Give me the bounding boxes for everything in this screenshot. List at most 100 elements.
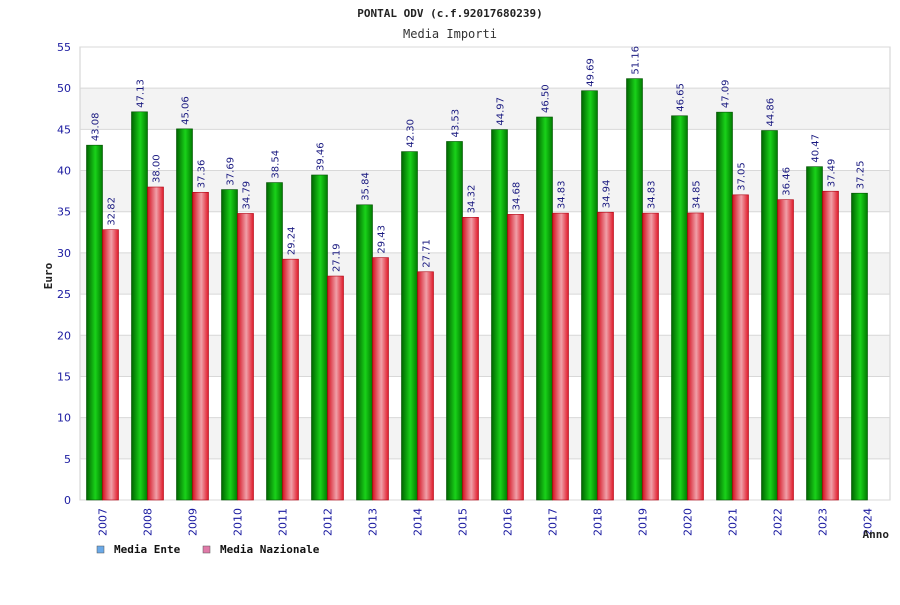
legend-swatch-media-nazionale [202, 545, 211, 554]
y-tick-label: 45 [57, 123, 71, 136]
x-tick-label: 2010 [232, 508, 245, 536]
bar-media-ente [626, 78, 643, 501]
data-label: 38.54 [271, 150, 282, 179]
plot-area [79, 46, 891, 501]
y-tick-label: 0 [64, 494, 71, 507]
x-axis-label: Anno [863, 528, 890, 541]
data-label: 37.69 [226, 157, 237, 186]
x-tick-label: 2013 [367, 508, 380, 536]
y-tick-label: 10 [57, 412, 71, 425]
bar-media-nazionale [822, 190, 839, 501]
data-label: 34.79 [242, 181, 253, 210]
x-tick-label: 2012 [322, 508, 335, 536]
bar-media-nazionale [597, 211, 614, 501]
y-tick-label: 25 [57, 288, 71, 301]
bar-media-nazionale [417, 271, 434, 501]
data-label: 37.05 [737, 162, 748, 191]
bar-media-nazionale [192, 191, 209, 501]
data-label: 46.50 [541, 84, 552, 113]
x-tick-label: 2020 [682, 508, 695, 536]
grid-band [80, 170, 890, 212]
x-tick-label: 2022 [772, 508, 785, 536]
data-label: 38.00 [152, 154, 163, 183]
x-tick-label: 2014 [412, 508, 425, 536]
x-tick-label: 2017 [547, 508, 560, 536]
bar-media-ente [356, 204, 373, 501]
y-tick-label: 5 [64, 453, 71, 466]
data-label: 32.82 [107, 197, 118, 226]
legend-label-media-ente: Media Ente [114, 543, 181, 556]
bar-media-nazionale [507, 214, 524, 501]
data-label: 34.32 [467, 185, 478, 214]
data-label: 51.16 [631, 46, 642, 75]
bar-media-nazionale [732, 194, 749, 501]
legend: Media Ente Media Nazionale [96, 543, 320, 556]
x-tick-label: 2019 [637, 508, 650, 536]
bar-media-nazionale [102, 229, 119, 501]
data-label: 45.06 [181, 96, 192, 125]
y-tick-label: 55 [57, 41, 71, 54]
bar-media-ente [806, 166, 823, 501]
bar-media-ente [176, 128, 193, 501]
bar-media-nazionale [237, 213, 254, 501]
data-label: 29.24 [287, 227, 298, 256]
chart-title: PONTAL ODV (c.f.92017680239) [357, 7, 542, 20]
legend-swatch-media-ente [96, 545, 105, 554]
x-tick-label: 2023 [817, 508, 830, 536]
data-label: 36.46 [782, 167, 793, 196]
y-tick-label: 20 [57, 329, 71, 342]
data-label: 34.83 [557, 180, 568, 209]
data-label: 44.97 [496, 97, 507, 126]
bar-media-ente [446, 141, 463, 501]
x-tick-label: 2024 [862, 508, 875, 536]
grid-band [80, 376, 890, 418]
x-tick-label: 2009 [187, 508, 200, 536]
bar-media-ente [221, 189, 238, 501]
data-label: 47.13 [136, 79, 147, 108]
bar-media-nazionale [327, 275, 344, 501]
data-label: 37.36 [197, 160, 208, 189]
bar-media-ente [851, 192, 868, 501]
data-label: 34.68 [512, 182, 523, 211]
data-label: 40.47 [811, 134, 822, 163]
data-label: 39.46 [316, 142, 327, 171]
bar-media-nazionale [777, 199, 794, 501]
y-axis-label: Euro [42, 262, 55, 289]
data-label: 34.85 [692, 180, 703, 209]
bar-media-ente [716, 111, 733, 501]
y-tick-label: 15 [57, 370, 71, 383]
x-axis-ticks: 2007 2008 2009 2010 2011 2012 2013 2014 2015 2016… [97, 508, 875, 536]
bar-media-ente [536, 116, 553, 501]
bar-media-ente [266, 182, 283, 501]
grid-band [80, 458, 890, 500]
data-label: 44.86 [766, 98, 777, 127]
grid-band [80, 88, 890, 130]
bar-media-nazionale [687, 212, 704, 501]
chart-subtitle: Media Importi [403, 27, 497, 41]
x-tick-label: 2016 [502, 508, 515, 536]
bar-media-ente [671, 115, 688, 501]
data-label: 47.09 [721, 80, 732, 109]
x-tick-label: 2015 [457, 508, 470, 536]
bar-media-nazionale [552, 212, 569, 501]
bar-media-ente [491, 129, 508, 501]
data-label: 34.94 [602, 180, 613, 209]
x-tick-label: 2011 [277, 508, 290, 536]
y-tick-label: 40 [57, 165, 71, 178]
data-label: 29.43 [377, 225, 388, 254]
data-label: 35.84 [361, 172, 372, 201]
bar-media-nazionale [642, 212, 659, 501]
bar-media-nazionale [462, 217, 479, 501]
bar-media-ente [761, 130, 778, 501]
data-label: 46.65 [676, 83, 687, 112]
data-label: 49.69 [586, 58, 597, 87]
bar-media-nazionale [372, 257, 389, 501]
grid-band [80, 417, 890, 459]
bar-media-ente [131, 111, 148, 501]
data-label: 43.08 [91, 113, 102, 142]
grid-band [80, 294, 890, 336]
x-tick-label: 2007 [97, 508, 110, 536]
grid-band [80, 47, 890, 89]
x-tick-label: 2021 [727, 508, 740, 536]
